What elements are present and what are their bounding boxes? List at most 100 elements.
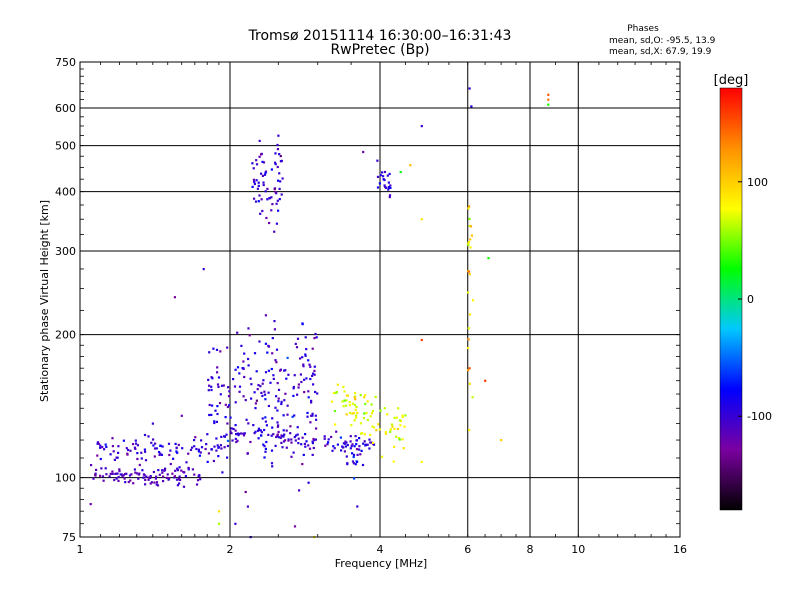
data-point	[297, 437, 300, 440]
data-point	[234, 368, 237, 371]
data-point	[202, 268, 205, 271]
data-point	[368, 438, 371, 441]
data-point	[235, 440, 238, 444]
data-point	[153, 455, 156, 458]
data-point	[403, 425, 406, 428]
data-point	[274, 152, 277, 155]
data-point	[216, 444, 219, 447]
data-point	[286, 404, 289, 407]
data-point	[280, 441, 283, 444]
data-point	[219, 393, 222, 396]
data-point	[353, 396, 356, 399]
data-point	[315, 427, 318, 430]
data-point	[471, 396, 474, 399]
data-point	[167, 478, 170, 481]
data-point	[420, 125, 423, 128]
data-point	[271, 465, 274, 468]
data-point	[142, 476, 145, 479]
data-point	[237, 432, 240, 436]
data-point	[469, 225, 473, 228]
data-point	[211, 404, 214, 407]
x-tick-label: 10	[571, 543, 585, 556]
data-point	[258, 340, 261, 343]
data-point	[115, 477, 118, 480]
data-point	[351, 402, 354, 405]
data-point	[173, 296, 176, 299]
data-point	[240, 344, 243, 347]
data-point	[276, 199, 279, 202]
data-point	[215, 449, 218, 452]
data-point	[398, 438, 401, 441]
data-point	[178, 466, 181, 469]
data-point	[270, 434, 273, 437]
data-point	[356, 453, 359, 456]
data-point	[299, 373, 302, 376]
y-tick-label: 75	[62, 531, 76, 544]
data-point	[281, 435, 284, 438]
data-point	[116, 472, 119, 475]
data-point	[389, 428, 392, 431]
data-point	[290, 438, 293, 441]
data-point	[231, 439, 234, 442]
data-point	[253, 182, 256, 186]
data-point	[155, 483, 158, 486]
data-point	[175, 450, 178, 453]
data-point	[178, 477, 181, 480]
data-point	[277, 400, 280, 403]
data-point	[210, 413, 213, 416]
x-tick-label: 8	[527, 543, 534, 556]
data-point	[304, 354, 307, 357]
data-point	[275, 222, 278, 225]
data-point	[313, 439, 316, 442]
data-point	[547, 93, 550, 96]
data-point	[292, 451, 295, 454]
data-point	[208, 384, 211, 387]
data-point	[152, 444, 155, 447]
data-point	[238, 385, 242, 388]
stats-line-o: mean, sd,O: -95.5, 13.9	[609, 36, 716, 46]
data-point	[176, 467, 179, 470]
data-point	[134, 439, 137, 442]
data-point	[250, 397, 253, 400]
data-point	[257, 427, 261, 430]
data-point	[226, 444, 229, 448]
data-point	[330, 435, 333, 439]
data-point	[341, 400, 344, 403]
data-point	[228, 404, 231, 407]
data-point	[352, 412, 355, 415]
data-point	[161, 445, 164, 448]
data-point	[134, 447, 137, 450]
data-point	[155, 475, 158, 478]
data-point	[252, 178, 255, 181]
data-point	[283, 369, 286, 372]
data-point	[216, 371, 219, 374]
data-point	[111, 470, 114, 473]
data-point	[467, 291, 470, 294]
data-point	[151, 422, 154, 425]
y-tick-label: 200	[55, 329, 76, 342]
data-point	[309, 421, 312, 424]
data-point	[259, 429, 262, 432]
data-point	[254, 402, 257, 405]
data-point	[345, 413, 348, 416]
data-point	[362, 442, 365, 445]
data-point	[195, 447, 198, 451]
data-point	[346, 444, 349, 447]
data-point	[371, 441, 375, 444]
data-point	[204, 447, 207, 451]
data-point	[304, 336, 307, 339]
data-point	[280, 400, 283, 403]
data-point	[356, 460, 359, 463]
data-point	[260, 198, 263, 201]
data-point	[242, 432, 245, 435]
data-point	[355, 448, 359, 451]
data-point	[118, 468, 121, 471]
data-point	[264, 398, 267, 401]
data-point	[101, 446, 104, 449]
data-point	[208, 413, 211, 417]
data-point	[175, 478, 179, 481]
data-point	[388, 194, 392, 197]
data-point	[138, 463, 141, 467]
data-point	[369, 415, 372, 418]
data-point	[311, 347, 314, 350]
